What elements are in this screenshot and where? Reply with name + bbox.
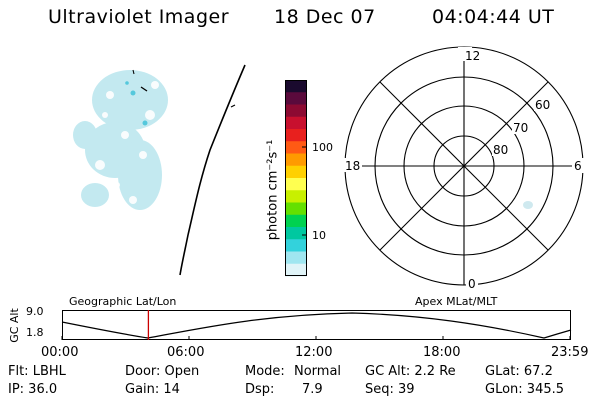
- mode-label: Mode:: [245, 364, 285, 379]
- timeline-xtick-0000: 00:00: [41, 345, 79, 360]
- orbit-timeline: [61, 310, 572, 340]
- timeline-xtick-0600: 06:00: [167, 345, 205, 360]
- time-label: 04:04:44 UT: [432, 6, 555, 28]
- timeline-xtick-2359: 23:59: [551, 345, 589, 360]
- timeline-xtick-1800: 18:00: [423, 345, 461, 360]
- colorbar-band: [285, 227, 307, 240]
- instrument-title: Ultraviolet Imager: [48, 6, 230, 28]
- date-label: 18 Dec 07: [274, 6, 376, 28]
- mode-value: Normal: [294, 364, 342, 379]
- coastline-line: [179, 64, 246, 276]
- timeline-ytick-high: 9.0: [26, 305, 44, 318]
- gcalt-info: GC Alt: 2.2 Re: [365, 364, 456, 379]
- colorbar: [285, 80, 307, 277]
- mlt-label-12: 12: [465, 49, 480, 63]
- mlt-label-0: 0: [468, 277, 476, 291]
- mlt-label-18: 18: [345, 159, 360, 173]
- dsp-value: 7.9: [302, 382, 323, 397]
- timeline-ytick-low: 1.8: [26, 326, 44, 339]
- gain-info: Gain: 14: [125, 382, 180, 397]
- colorbar-band: [285, 251, 307, 265]
- mlt-label-6: 6: [574, 159, 582, 173]
- coastline-short-mark: [140, 86, 148, 92]
- colorbar-band: [285, 104, 307, 118]
- timeline-ylabel: GC Alt: [7, 308, 21, 343]
- colorbar-unit-label: photon cm⁻²s⁻¹: [265, 139, 281, 241]
- timeline-right-title: Apex MLat/MLT: [415, 295, 498, 308]
- filter-info: Flt: LBHL: [8, 364, 66, 379]
- colorbar-band: [285, 116, 307, 130]
- colorbar-band: [285, 202, 307, 216]
- seq-info: Seq: 39: [365, 382, 415, 397]
- lat-label-70: 70: [513, 121, 528, 135]
- lat-label-80: 80: [493, 143, 508, 157]
- ip-info: IP: 36.0: [8, 382, 58, 397]
- colorbar-band: [285, 92, 307, 106]
- dsp-label: Dsp:: [245, 382, 275, 397]
- colorbar-band: [285, 190, 307, 204]
- timeline-xtick-1200: 12:00: [295, 345, 333, 360]
- door-info: Door: Open: [125, 364, 200, 379]
- colorbar-band: [285, 129, 307, 142]
- glat-info: GLat: 67.2: [485, 364, 553, 379]
- timeline-left-title: Geographic Lat/Lon: [69, 295, 177, 308]
- glon-info: GLon: 345.5: [485, 382, 565, 397]
- colorbar-band: [285, 214, 307, 228]
- lat-label-60: 60: [535, 98, 550, 112]
- colorbar-band: [285, 263, 307, 277]
- colorbar-band: [285, 239, 307, 253]
- aurora-speckle: [73, 70, 168, 210]
- geographic-image-panel: [73, 64, 246, 276]
- colorbar-band: [285, 141, 307, 155]
- colorbar-tick-100: 100: [312, 141, 333, 154]
- colorbar-tick-10: 10: [312, 229, 326, 242]
- polar-plot: 12 6 0 18 60 70 80: [344, 46, 586, 291]
- colorbar-band: [285, 153, 307, 167]
- colorbar-band: [285, 80, 307, 93]
- colorbar-band: [285, 178, 307, 191]
- orbit-altitude-curve: [61, 312, 572, 339]
- colorbar-band: [285, 165, 307, 179]
